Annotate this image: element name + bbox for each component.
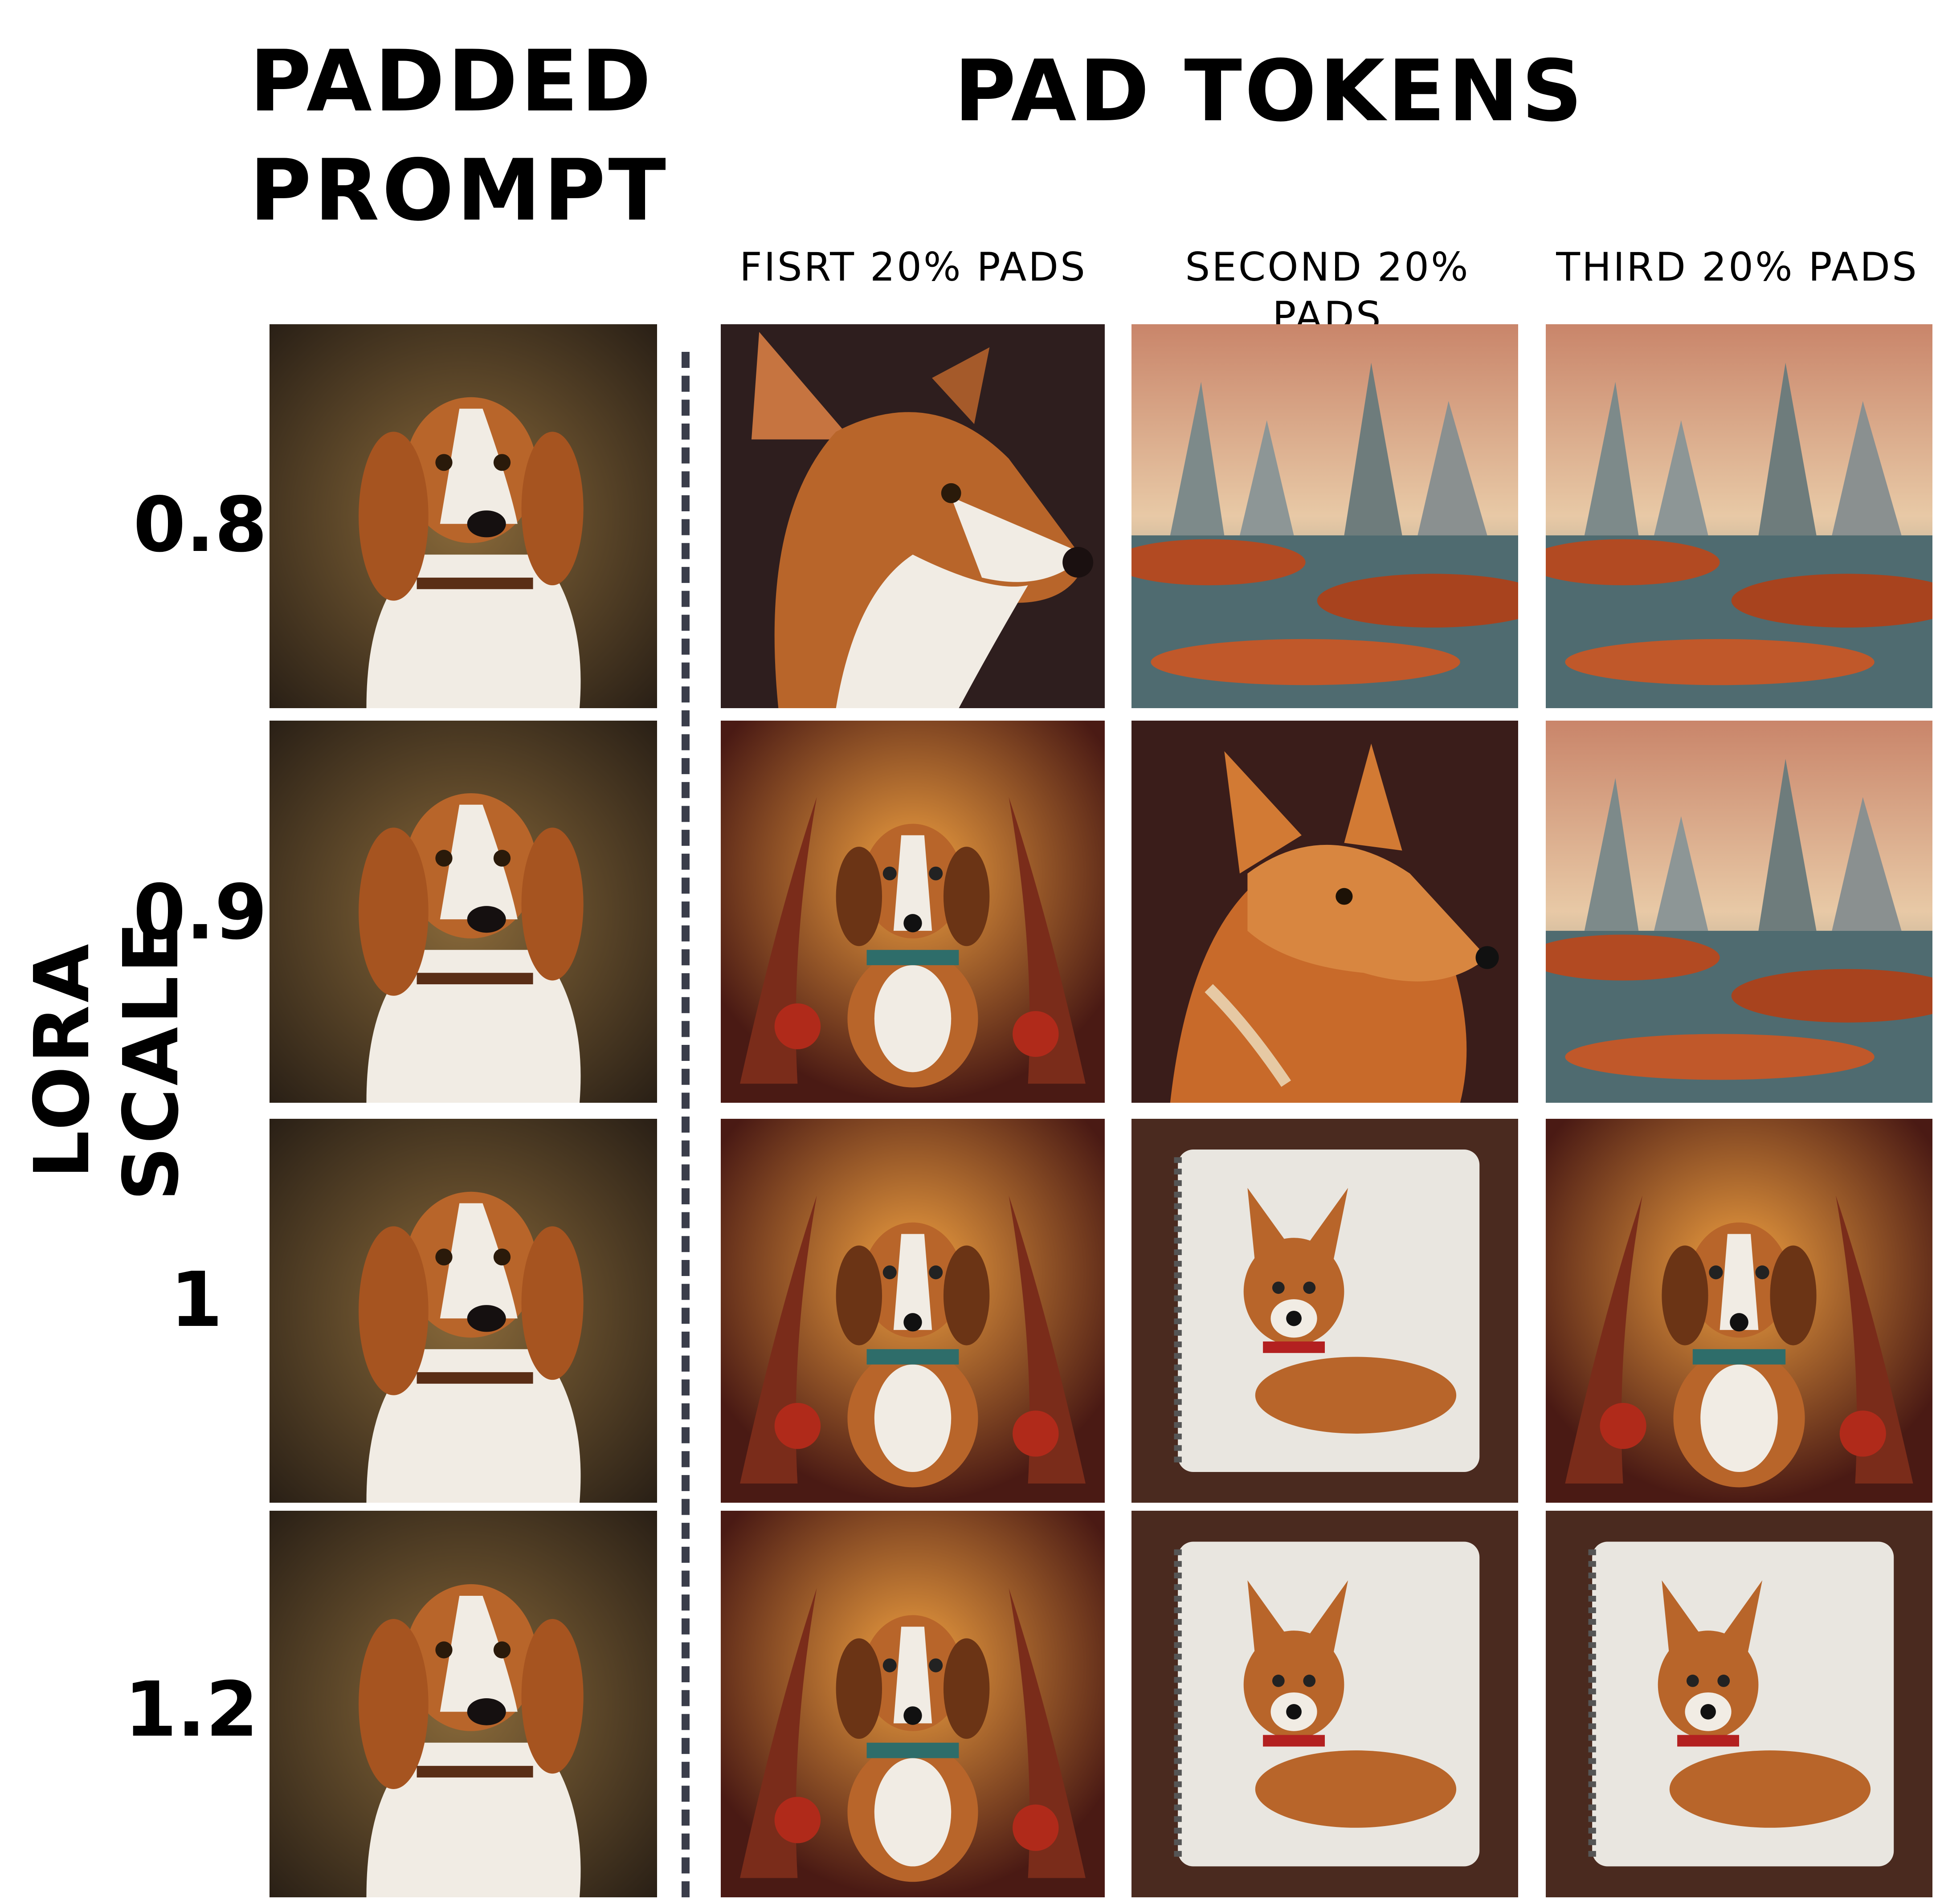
pad-token-image (1546, 1511, 1932, 1897)
padded-prompt-image (270, 721, 657, 1103)
pad-token-image (1131, 1119, 1518, 1503)
pad-token-image (1131, 324, 1518, 708)
lora-scale-value: 1 (170, 1256, 223, 1344)
pad-token-image (1131, 721, 1518, 1103)
pad-token-image (1546, 721, 1932, 1103)
pad-token-image (1546, 324, 1932, 708)
column-header-second: SECOND 20% PADS (1185, 244, 1470, 339)
lora-scale-value: 0.9 (133, 868, 267, 957)
pad-tokens-title: PAD TOKENS (954, 42, 1585, 140)
pad-token-image (721, 324, 1105, 708)
padded-prompt-title: PADDED PROMPT (249, 27, 669, 245)
pad-token-image (1131, 1511, 1518, 1897)
column-header-third: THIRD 20% PADS (1556, 244, 1919, 290)
pad-token-image (1546, 1119, 1932, 1503)
padded-prompt-title-line: PADDED PROMPT (249, 32, 669, 240)
pad-token-image (721, 721, 1105, 1103)
padded-prompt-image (270, 1511, 657, 1897)
pad-token-image (721, 1511, 1105, 1897)
dashed-divider (682, 352, 690, 1897)
lora-scale-axis-label: LORA SCALE (18, 919, 196, 1201)
padded-prompt-image (270, 1119, 657, 1503)
lora-scale-value: 1.2 (124, 1666, 258, 1754)
pad-token-image (721, 1119, 1105, 1503)
padded-prompt-image (270, 324, 657, 708)
lora-scale-value: 0.8 (133, 481, 267, 569)
column-header-first: FISRT 20% PADS (739, 244, 1087, 290)
